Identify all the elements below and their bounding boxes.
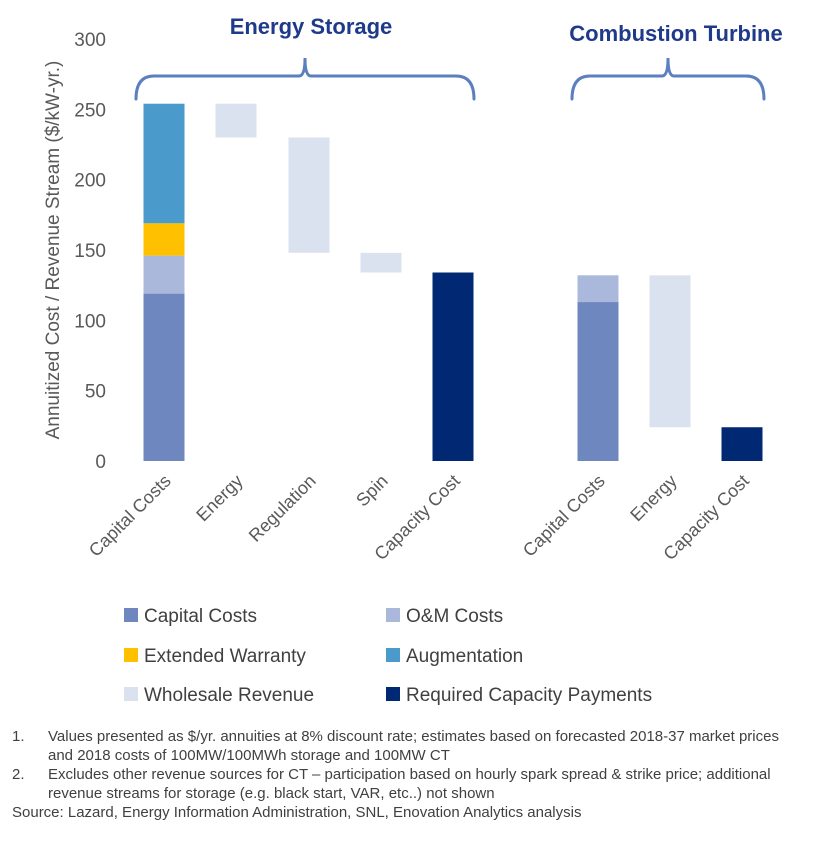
footnote-number: 1.: [12, 728, 25, 745]
x-tick-label: Spin: [352, 471, 392, 511]
footnotes: 1. Values presented as $/yr. annuities a…: [12, 727, 808, 822]
y-tick-label: 250: [74, 100, 106, 121]
y-tick-label: 200: [74, 171, 106, 192]
footnote-text: Values presented as $/yr. annuities at 8…: [48, 728, 779, 764]
x-tick-label: Regulation: [245, 471, 320, 546]
legend-label: Augmentation: [406, 646, 523, 667]
source-line: Source: Lazard, Energy Information Admin…: [12, 804, 582, 821]
bar-segment: [360, 252, 402, 273]
bar-segment: [577, 302, 619, 461]
bar-segment: [721, 427, 763, 461]
legend-label: O&M Costs: [406, 606, 503, 627]
group-title: Combustion Turbine: [569, 21, 782, 46]
legend-label: Capital Costs: [144, 606, 257, 627]
y-tick-label: 50: [85, 382, 106, 403]
y-tick-label: 150: [74, 241, 106, 262]
y-axis-label: Annuitized Cost / Revenue Stream ($/kW-y…: [43, 61, 64, 440]
group-bracket: [134, 57, 476, 101]
legend-swatch: [124, 687, 138, 701]
legend-label: Extended Warranty: [144, 646, 306, 667]
footnote-2: 2. Excludes other revenue sources for CT…: [12, 765, 808, 803]
x-tick-label: Capital Costs: [519, 471, 609, 561]
group-bracket: [570, 57, 766, 101]
x-tick-label: Energy: [192, 471, 246, 525]
bar-segment: [577, 275, 619, 303]
legend-label: Required Capacity Payments: [406, 685, 652, 706]
bar-segment: [649, 275, 691, 428]
bar-segment: [143, 223, 185, 256]
legend-swatch: [386, 608, 400, 622]
y-tick-label: 100: [74, 311, 106, 332]
legend-label: Wholesale Revenue: [144, 685, 314, 706]
footnote-1: 1. Values presented as $/yr. annuities a…: [12, 727, 808, 765]
legend-swatch: [386, 648, 400, 662]
legend-swatch: [386, 687, 400, 701]
bar-segment: [143, 103, 185, 224]
bar-segment: [143, 255, 185, 294]
bar-segment: [143, 293, 185, 461]
bar-segment: [288, 137, 330, 253]
legend-swatch: [124, 648, 138, 662]
legend-swatch: [124, 608, 138, 622]
footnote-text: Excludes other revenue sources for CT – …: [48, 766, 771, 802]
group-title: Energy Storage: [230, 14, 393, 39]
bar-segment: [432, 272, 474, 461]
chart: 0 50 100 150 200 250 300 Annuitized Cost / Reve…: [43, 14, 783, 706]
x-tick-label: Energy: [626, 471, 680, 525]
bar-segment: [215, 103, 257, 138]
footnote-number: 2.: [12, 766, 25, 783]
y-tick-label: 300: [74, 30, 106, 51]
x-tick-label: Capital Costs: [85, 471, 175, 561]
y-tick-label: 0: [95, 452, 106, 473]
